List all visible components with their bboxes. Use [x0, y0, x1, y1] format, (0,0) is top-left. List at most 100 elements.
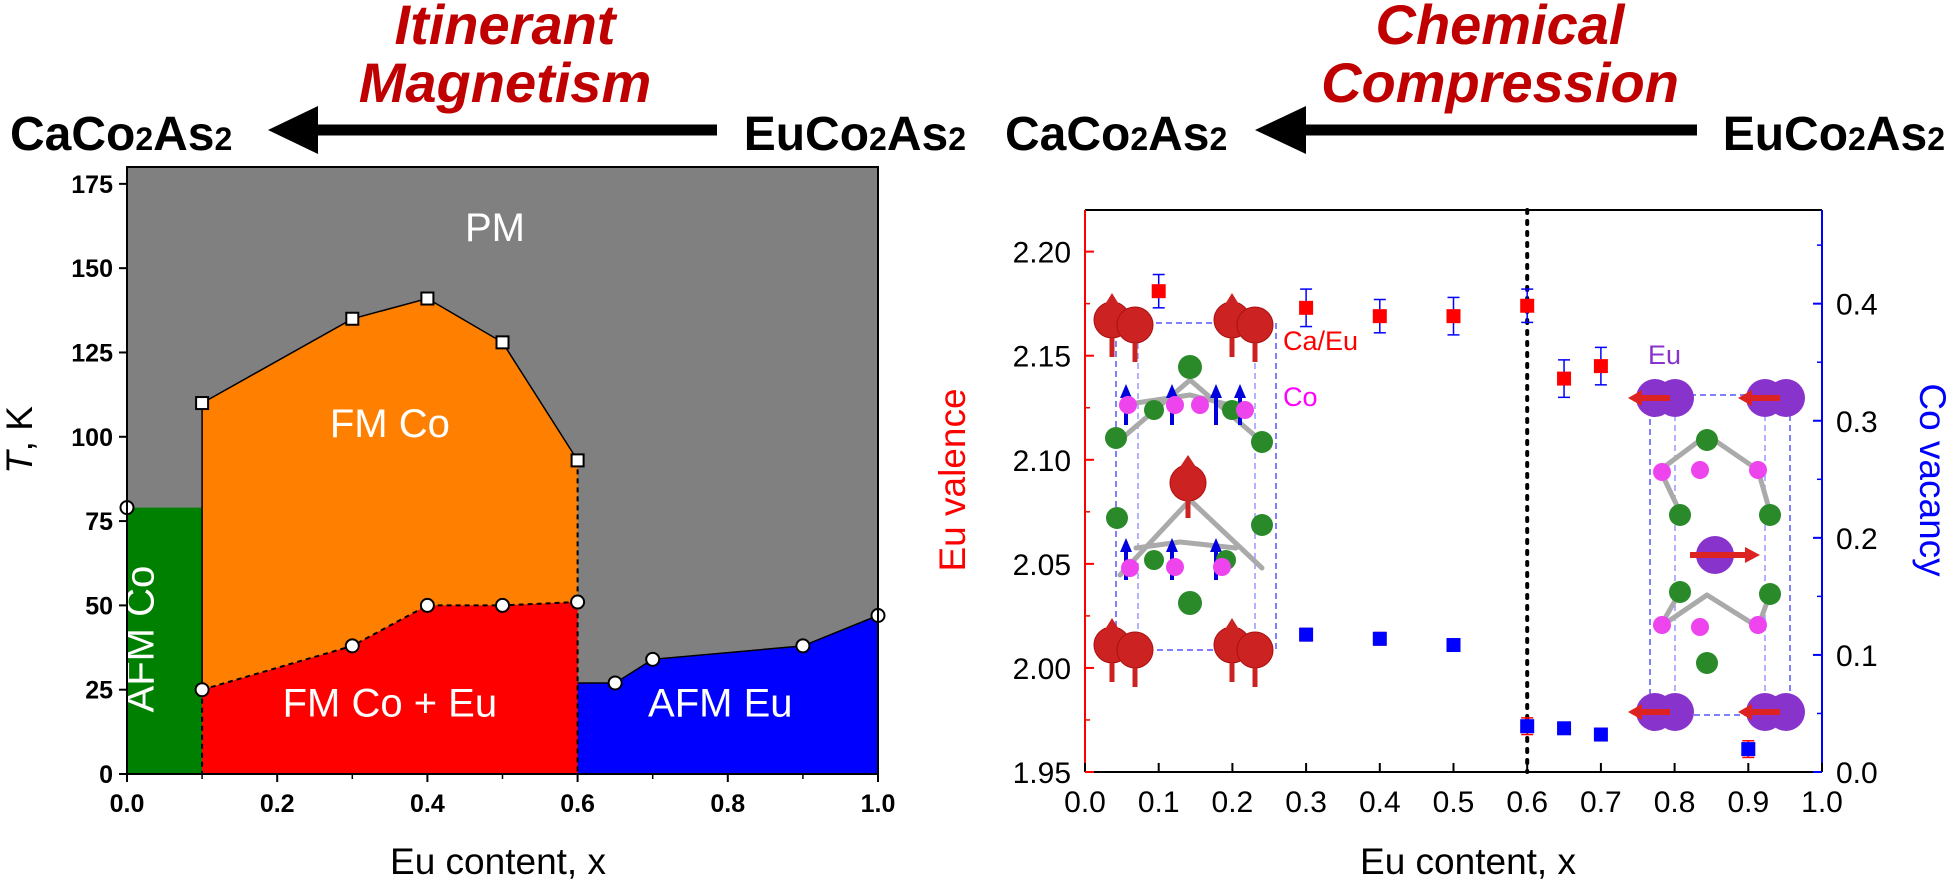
- x-tick-label: 0.2: [260, 790, 295, 818]
- region-fm-co: [202, 298, 578, 690]
- tc-co-marker: [495, 335, 510, 350]
- right-crystal-structure: [1628, 379, 1805, 731]
- valence-point-low: [1446, 638, 1461, 653]
- region-label: AFM Co: [118, 566, 162, 713]
- valence-point-low: [1557, 721, 1572, 736]
- left-compound-cacoas: CaCo2As2: [10, 108, 232, 161]
- as-atoms: [1105, 355, 1273, 615]
- lc-xlabel: Eu content, x: [390, 841, 606, 882]
- valence-point-low: [1741, 742, 1756, 757]
- phase-regions: [127, 167, 878, 774]
- valence-point-high: [1151, 284, 1166, 299]
- transition-marker: [795, 638, 811, 654]
- valence-point-high: [1593, 359, 1608, 374]
- y-tick-label: 125: [71, 339, 113, 367]
- x-tick-label: 0.3: [1285, 786, 1327, 819]
- tc-co-marker: [570, 453, 585, 468]
- y-right-tick-label: 0.3: [1836, 406, 1878, 439]
- x-tick-label: 0.8: [710, 790, 745, 818]
- y-left-tick-label: 2.05: [1013, 549, 1071, 582]
- x-tick-label: 0.6: [1506, 786, 1548, 819]
- y-tick-label: 0: [99, 761, 113, 789]
- region-fm-co-eu: [202, 602, 578, 774]
- y-tick-label: 50: [85, 592, 113, 620]
- region-afm-co: [127, 507, 203, 774]
- valence-point-low: [1593, 727, 1608, 742]
- transition-marker: [495, 597, 510, 613]
- y-right-tick-label: 0.0: [1836, 757, 1878, 790]
- y-tick-label: 100: [71, 424, 113, 452]
- y-left-tick-label: 2.15: [1013, 341, 1071, 374]
- y-tick-label: 75: [85, 508, 113, 536]
- region-labels: PM FM Co AFM Co FM Co + Eu AFM Eu: [118, 206, 792, 725]
- phase-axes: 0.0 0.2 0.4 0.6 0.8 1.0 0 25 50 75 100 125 150 175: [71, 166, 895, 818]
- valence-point-high: [1299, 300, 1314, 315]
- phase-diagram-chart: PM FM Co AFM Co FM Co + Eu AFM Eu 0.0 0.2 0.4 0…: [0, 166, 895, 882]
- y-left-tick-label: 2.20: [1013, 237, 1071, 270]
- y-left-tick-label: 1.95: [1013, 757, 1071, 790]
- left-header: Itinerant Magnetism CaCo2As2 EuCo2As2: [10, 0, 966, 161]
- transition-marker: [607, 675, 623, 691]
- valence-axes: 0.0 0.1 0.2 0.3 0.4 0.5 0.6 0.7 0.8 0.9 1.0 1.95 2.0…: [1013, 208, 1878, 819]
- y-left-tick-label: 2.10: [1013, 445, 1071, 478]
- valence-point-high: [1520, 298, 1535, 313]
- x-tick-label: 0.9: [1727, 786, 1769, 819]
- tc-co-marker: [345, 311, 360, 326]
- label-eu: Eu: [1648, 340, 1681, 370]
- transition-marker: [419, 597, 435, 613]
- x-tick-label: 0.5: [1433, 786, 1475, 819]
- y-right-tick-label: 0.1: [1836, 640, 1878, 673]
- right-title-line2: Compression: [1321, 51, 1679, 114]
- x-tick-label: 0.1: [1138, 786, 1180, 819]
- y-right-tick-label: 0.2: [1836, 523, 1878, 556]
- transition-marker: [344, 638, 360, 654]
- y-left-tick-label: 2.00: [1013, 653, 1071, 686]
- transition-marker: [645, 651, 661, 667]
- x-tick-label: 0.8: [1654, 786, 1696, 819]
- lc-ylabel: T, K: [0, 406, 40, 474]
- valence-vacancy-chart: Ca/Eu Co Eu 0.0 0.1 0.2 0.3 0.4 0.5 0.6 0.7 0.8 0…: [932, 208, 1950, 882]
- rc-ylabel-left: Eu valence: [932, 388, 973, 571]
- right-title-line1: Chemical: [1376, 0, 1626, 56]
- region-label: PM: [465, 206, 525, 250]
- right-compound-eucoas: EuCo2As2: [1723, 108, 1945, 161]
- rc-xlabel: Eu content, x: [1360, 841, 1576, 882]
- valence-point-low: [1372, 631, 1387, 646]
- eu-atoms: [1628, 379, 1805, 731]
- region-label: AFM Eu: [648, 682, 792, 726]
- y-tick-label: 25: [85, 677, 113, 705]
- x-tick-label: 0.2: [1212, 786, 1254, 819]
- valence-point-high: [1446, 309, 1461, 324]
- ca-eu-atoms: [1093, 293, 1274, 687]
- region-afm-eu: [577, 615, 878, 774]
- left-compound-eucoas: EuCo2As2: [744, 108, 966, 161]
- tc-co-marker: [420, 291, 435, 306]
- x-tick-label: 1.0: [1801, 786, 1843, 819]
- phase-markers: [119, 291, 886, 698]
- y-tick-label: 150: [71, 255, 113, 283]
- transition-marker: [570, 594, 586, 610]
- right-arrow: [1255, 106, 1697, 154]
- crystal-structure-insets: Ca/Eu Co Eu: [1093, 293, 1805, 731]
- right-compound-cacoas: CaCo2As2: [1005, 108, 1227, 161]
- x-tick-label: 0.4: [410, 790, 445, 818]
- x-tick-label: 0.6: [560, 790, 595, 818]
- valence-point-high: [1557, 371, 1572, 386]
- valence-point-low: [1520, 719, 1535, 734]
- region-label: FM Co + Eu: [283, 682, 498, 726]
- left-arrow: [268, 106, 717, 154]
- x-tick-label: 0.0: [110, 790, 145, 818]
- label-ca-eu: Ca/Eu: [1283, 326, 1358, 356]
- transition-marker: [194, 682, 210, 698]
- co-atoms: [1119, 396, 1254, 577]
- valence-point-low: [1299, 627, 1314, 642]
- x-tick-label: 0.0: [1064, 786, 1106, 819]
- y-tick-label: 175: [71, 171, 113, 199]
- valence-point-high: [1372, 309, 1387, 324]
- region-label: FM Co: [330, 402, 450, 446]
- y-right-tick-label: 0.4: [1836, 289, 1878, 322]
- valence-points: [1151, 273, 1756, 759]
- tc-co-marker: [195, 396, 210, 411]
- x-tick-label: 0.7: [1580, 786, 1622, 819]
